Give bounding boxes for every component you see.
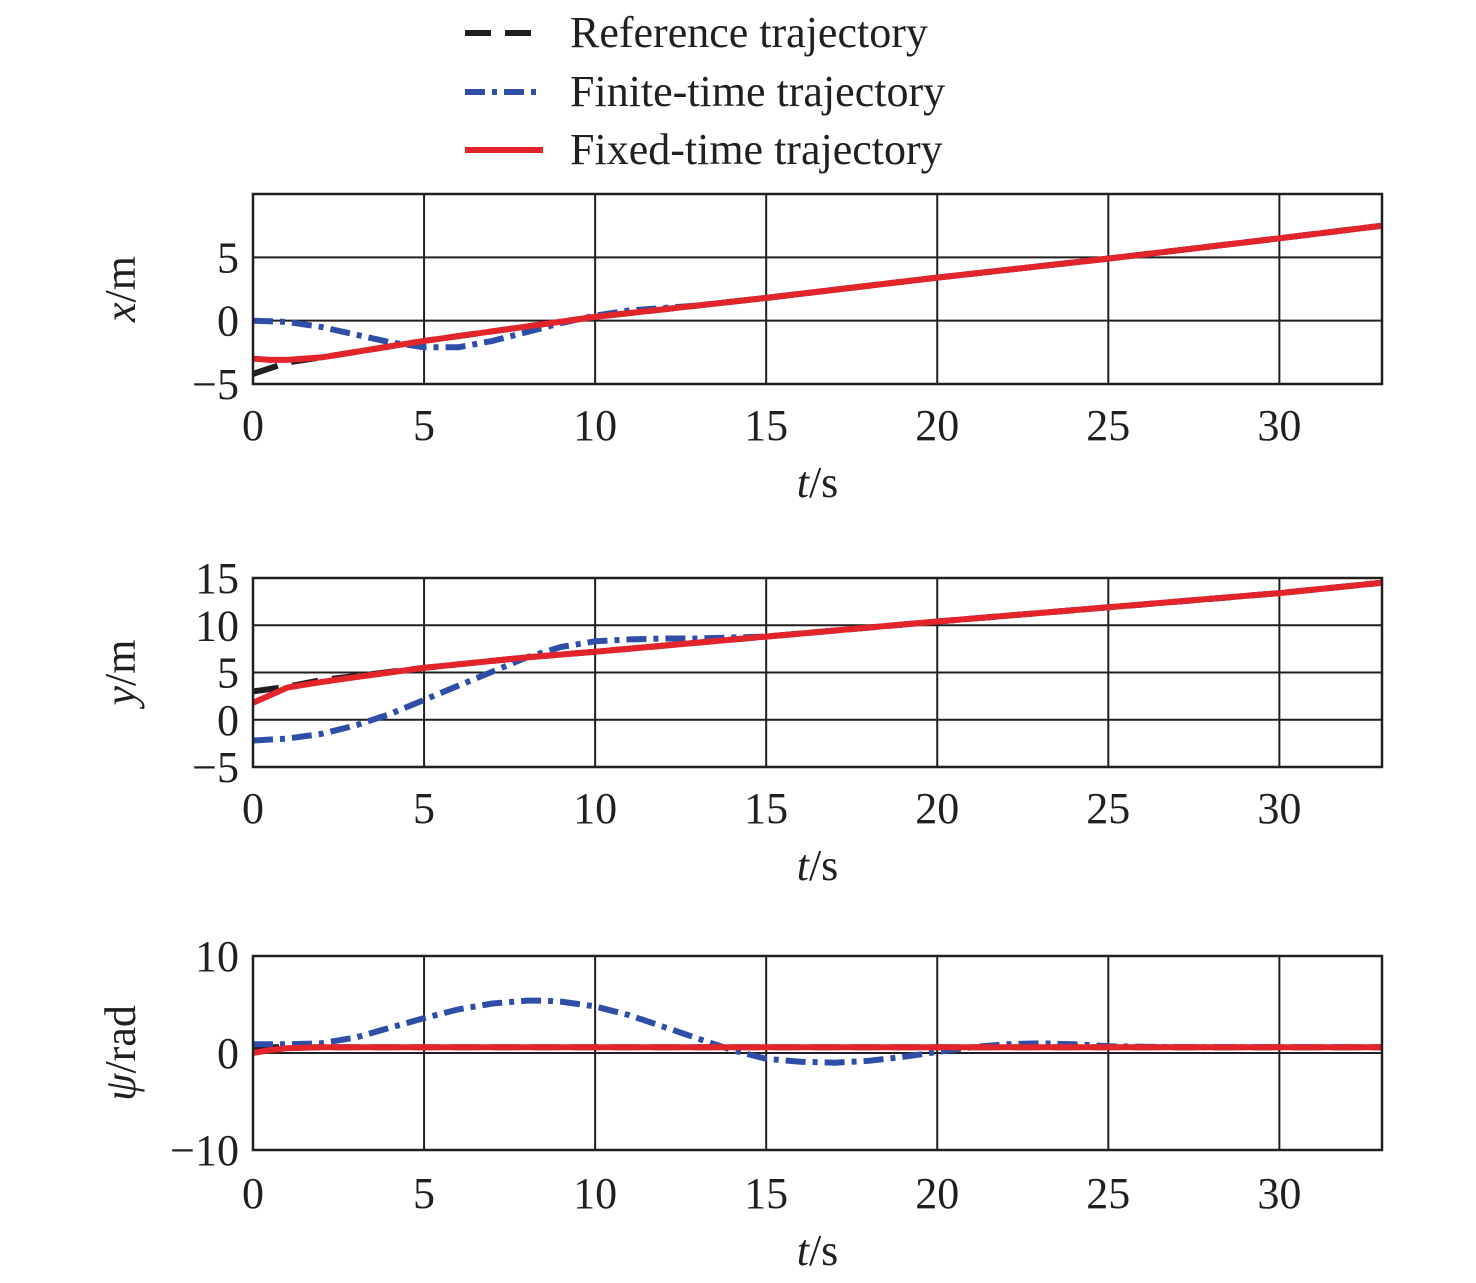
y-tick-label: 10: [195, 601, 239, 650]
x-tick-label: 15: [744, 784, 788, 833]
y-tick-label: 10: [195, 932, 239, 981]
y-axis-label: x/m: [96, 256, 145, 323]
x-tick-label: 20: [915, 784, 959, 833]
x-tick-label: 10: [573, 401, 617, 450]
x-tick-label: 0: [242, 784, 264, 833]
x-tick-label: 0: [242, 401, 264, 450]
y-tick-label: 0: [217, 297, 239, 346]
x-tick-label: 30: [1257, 1169, 1301, 1218]
y-tick-label: 15: [195, 554, 239, 603]
x-axis-label: t/s: [797, 1226, 839, 1275]
x-tick-label: 5: [413, 1169, 435, 1218]
x-tick-label: 0: [242, 1169, 264, 1218]
x-tick-label: 15: [744, 1169, 788, 1218]
legend-label-finite-time: Finite-time trajectory: [570, 67, 945, 116]
series-fixed-time-line: [253, 222, 1382, 363]
y-tick-label: 5: [217, 233, 239, 282]
series-group: [253, 222, 1382, 377]
y-tick-label: 0: [217, 696, 239, 745]
x-axis-label: t/s: [797, 458, 839, 507]
series-finite-time-line: [253, 579, 1382, 744]
series-group: [253, 579, 1382, 744]
grid: [253, 578, 1382, 767]
x-tick-label: 30: [1257, 784, 1301, 833]
legend-label-fixed-time: Fixed-time trajectory: [570, 125, 943, 174]
y-axis-label: y/m: [96, 640, 145, 710]
x-tick-label: 15: [744, 401, 788, 450]
series-fixed-time-line: [253, 579, 1382, 706]
plot-frame: [251, 192, 1384, 386]
x-axis-label: t/s: [797, 841, 839, 890]
x-tick-label: 30: [1257, 401, 1301, 450]
plot-frame: [251, 576, 1384, 769]
plot-frame: [251, 954, 1384, 1152]
legend: Reference trajectory Finite-time traject…: [465, 8, 945, 174]
x-tick-label: 25: [1086, 784, 1130, 833]
x-tick-label: 10: [573, 784, 617, 833]
x-tick-label: 5: [413, 401, 435, 450]
series-fixed-time-line: [253, 1044, 1382, 1056]
x-tick-label: 25: [1086, 1169, 1130, 1218]
x-tick-label: 25: [1086, 401, 1130, 450]
grid: [253, 956, 1382, 1150]
x-tick-label: 10: [573, 1169, 617, 1218]
x-tick-label: 20: [915, 401, 959, 450]
y-tick-label: −5: [192, 360, 239, 409]
y-axis-label: ψ/rad: [96, 1005, 145, 1101]
series-group: [253, 997, 1382, 1066]
y-tick-label: −10: [170, 1126, 239, 1175]
x-tick-label: 5: [413, 784, 435, 833]
legend-label-reference: Reference trajectory: [570, 8, 928, 57]
grid: [253, 194, 1382, 384]
y-tick-label: −5: [192, 743, 239, 792]
x-tick-label: 20: [915, 1169, 959, 1218]
y-tick-label: 0: [217, 1029, 239, 1078]
y-tick-label: 5: [217, 649, 239, 698]
